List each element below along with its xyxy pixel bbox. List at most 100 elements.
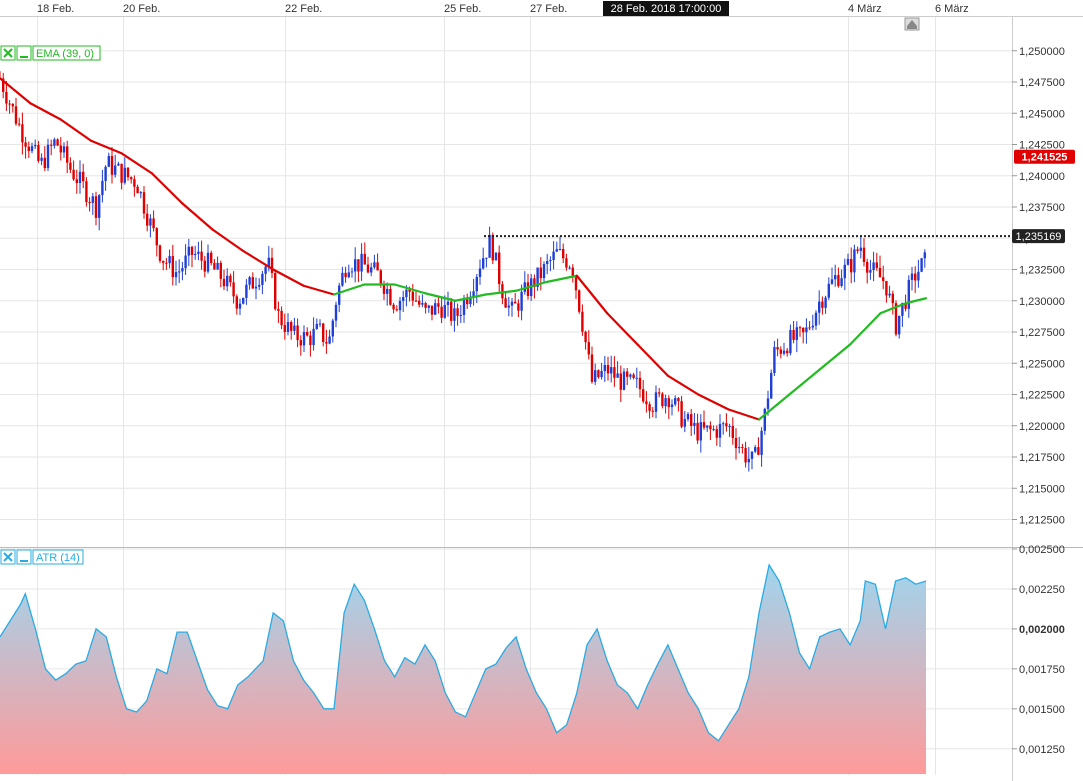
candle-body [501,284,504,299]
candle-body [286,322,290,332]
candle-body [178,271,181,273]
candle-body [702,422,706,428]
ema-segment [150,172,184,205]
candle-body [475,277,478,292]
candle-body [779,349,782,354]
candle-body [171,256,174,278]
candle-body [18,123,21,125]
candle-body [440,306,443,318]
candle-body [130,177,133,180]
candle-body [562,249,565,259]
scroll-end-button[interactable] [904,17,920,31]
candle-body [238,303,242,309]
candle-body [834,275,837,280]
candle-body [59,145,62,153]
candle-body [133,179,136,187]
atr-axis-ticks: 0,002500 0,002250 0,002000 0,001750 0,001500… [1012,544,1065,756]
candle-body [181,268,184,272]
candle-body [709,425,712,430]
last-price-text: 1,241525 [1022,152,1068,164]
ema-segment [515,280,548,292]
candle-body [520,291,523,311]
candle-body [290,322,293,331]
candle-body [213,262,216,270]
candle-body [46,144,50,169]
candle-body [37,145,40,161]
candle-body [750,451,754,459]
ema-segment [0,77,32,105]
candle-body [648,404,651,411]
y-tick-label: 1,250000 [1019,46,1065,58]
candle-body [546,261,549,264]
candle-body [600,371,603,378]
candle-body [338,285,341,305]
candle-body [635,377,638,379]
y-tick-label: 1,245000 [1019,108,1065,120]
close-icon [3,552,13,562]
candle-body [261,273,264,285]
x-tick-label: 22 Feb. [285,3,322,15]
candle-body [142,192,146,214]
candle-body [616,373,619,378]
candle-body [210,252,213,263]
candle-body [226,275,229,287]
candle-body [347,272,350,278]
candle-body [923,252,926,259]
candle-body [818,301,821,313]
candle-body [786,350,789,354]
candle-body [139,192,142,194]
candle-body [206,252,210,272]
candle-body [747,458,750,463]
candle-body [184,255,187,269]
candle-body [885,281,888,296]
candle-body [88,202,91,204]
candle-body [306,332,309,336]
candle-body [354,259,357,272]
candle-body [21,124,24,143]
candle-body [898,315,901,335]
candle-body [283,325,286,332]
candle-body [584,331,587,343]
candle-body [677,398,680,402]
candle-body [322,323,325,342]
candle-body [197,251,200,254]
ema-segment [454,293,487,302]
candle-body [536,267,539,287]
ema-segment [697,393,730,411]
home-arrow-icon [907,20,917,29]
ema-segment [818,343,852,371]
candle-body [478,268,482,278]
candle-body [114,165,117,175]
candle-body [670,404,674,408]
candle-body [344,272,347,278]
candle-body [498,252,501,285]
candle-body [731,425,734,438]
candle-body [789,330,792,354]
candle-body [776,347,779,350]
candle-body [651,410,654,412]
candle-body [693,422,696,426]
y-tick-label: 1,247500 [1019,77,1065,89]
candle-body [741,447,744,449]
candle-body [523,282,526,292]
candle-body [661,393,664,407]
candle-body [24,142,27,147]
candle-body [770,373,773,399]
candle-body [837,275,840,286]
candle-body [8,103,11,105]
candle-body [581,311,584,332]
candle-body [334,304,338,321]
candle-body [360,253,363,272]
candle-body [888,293,891,296]
candle-body [763,408,766,431]
candle-body [466,299,469,305]
candle-body [875,262,878,268]
candle-body [782,350,786,354]
candle-body [680,401,683,427]
candle-body [565,258,568,268]
candle-body [862,247,866,262]
candle-body [491,234,494,261]
candle-body [350,271,354,273]
atr-y-tick-label: 0,002000 [1019,624,1065,636]
